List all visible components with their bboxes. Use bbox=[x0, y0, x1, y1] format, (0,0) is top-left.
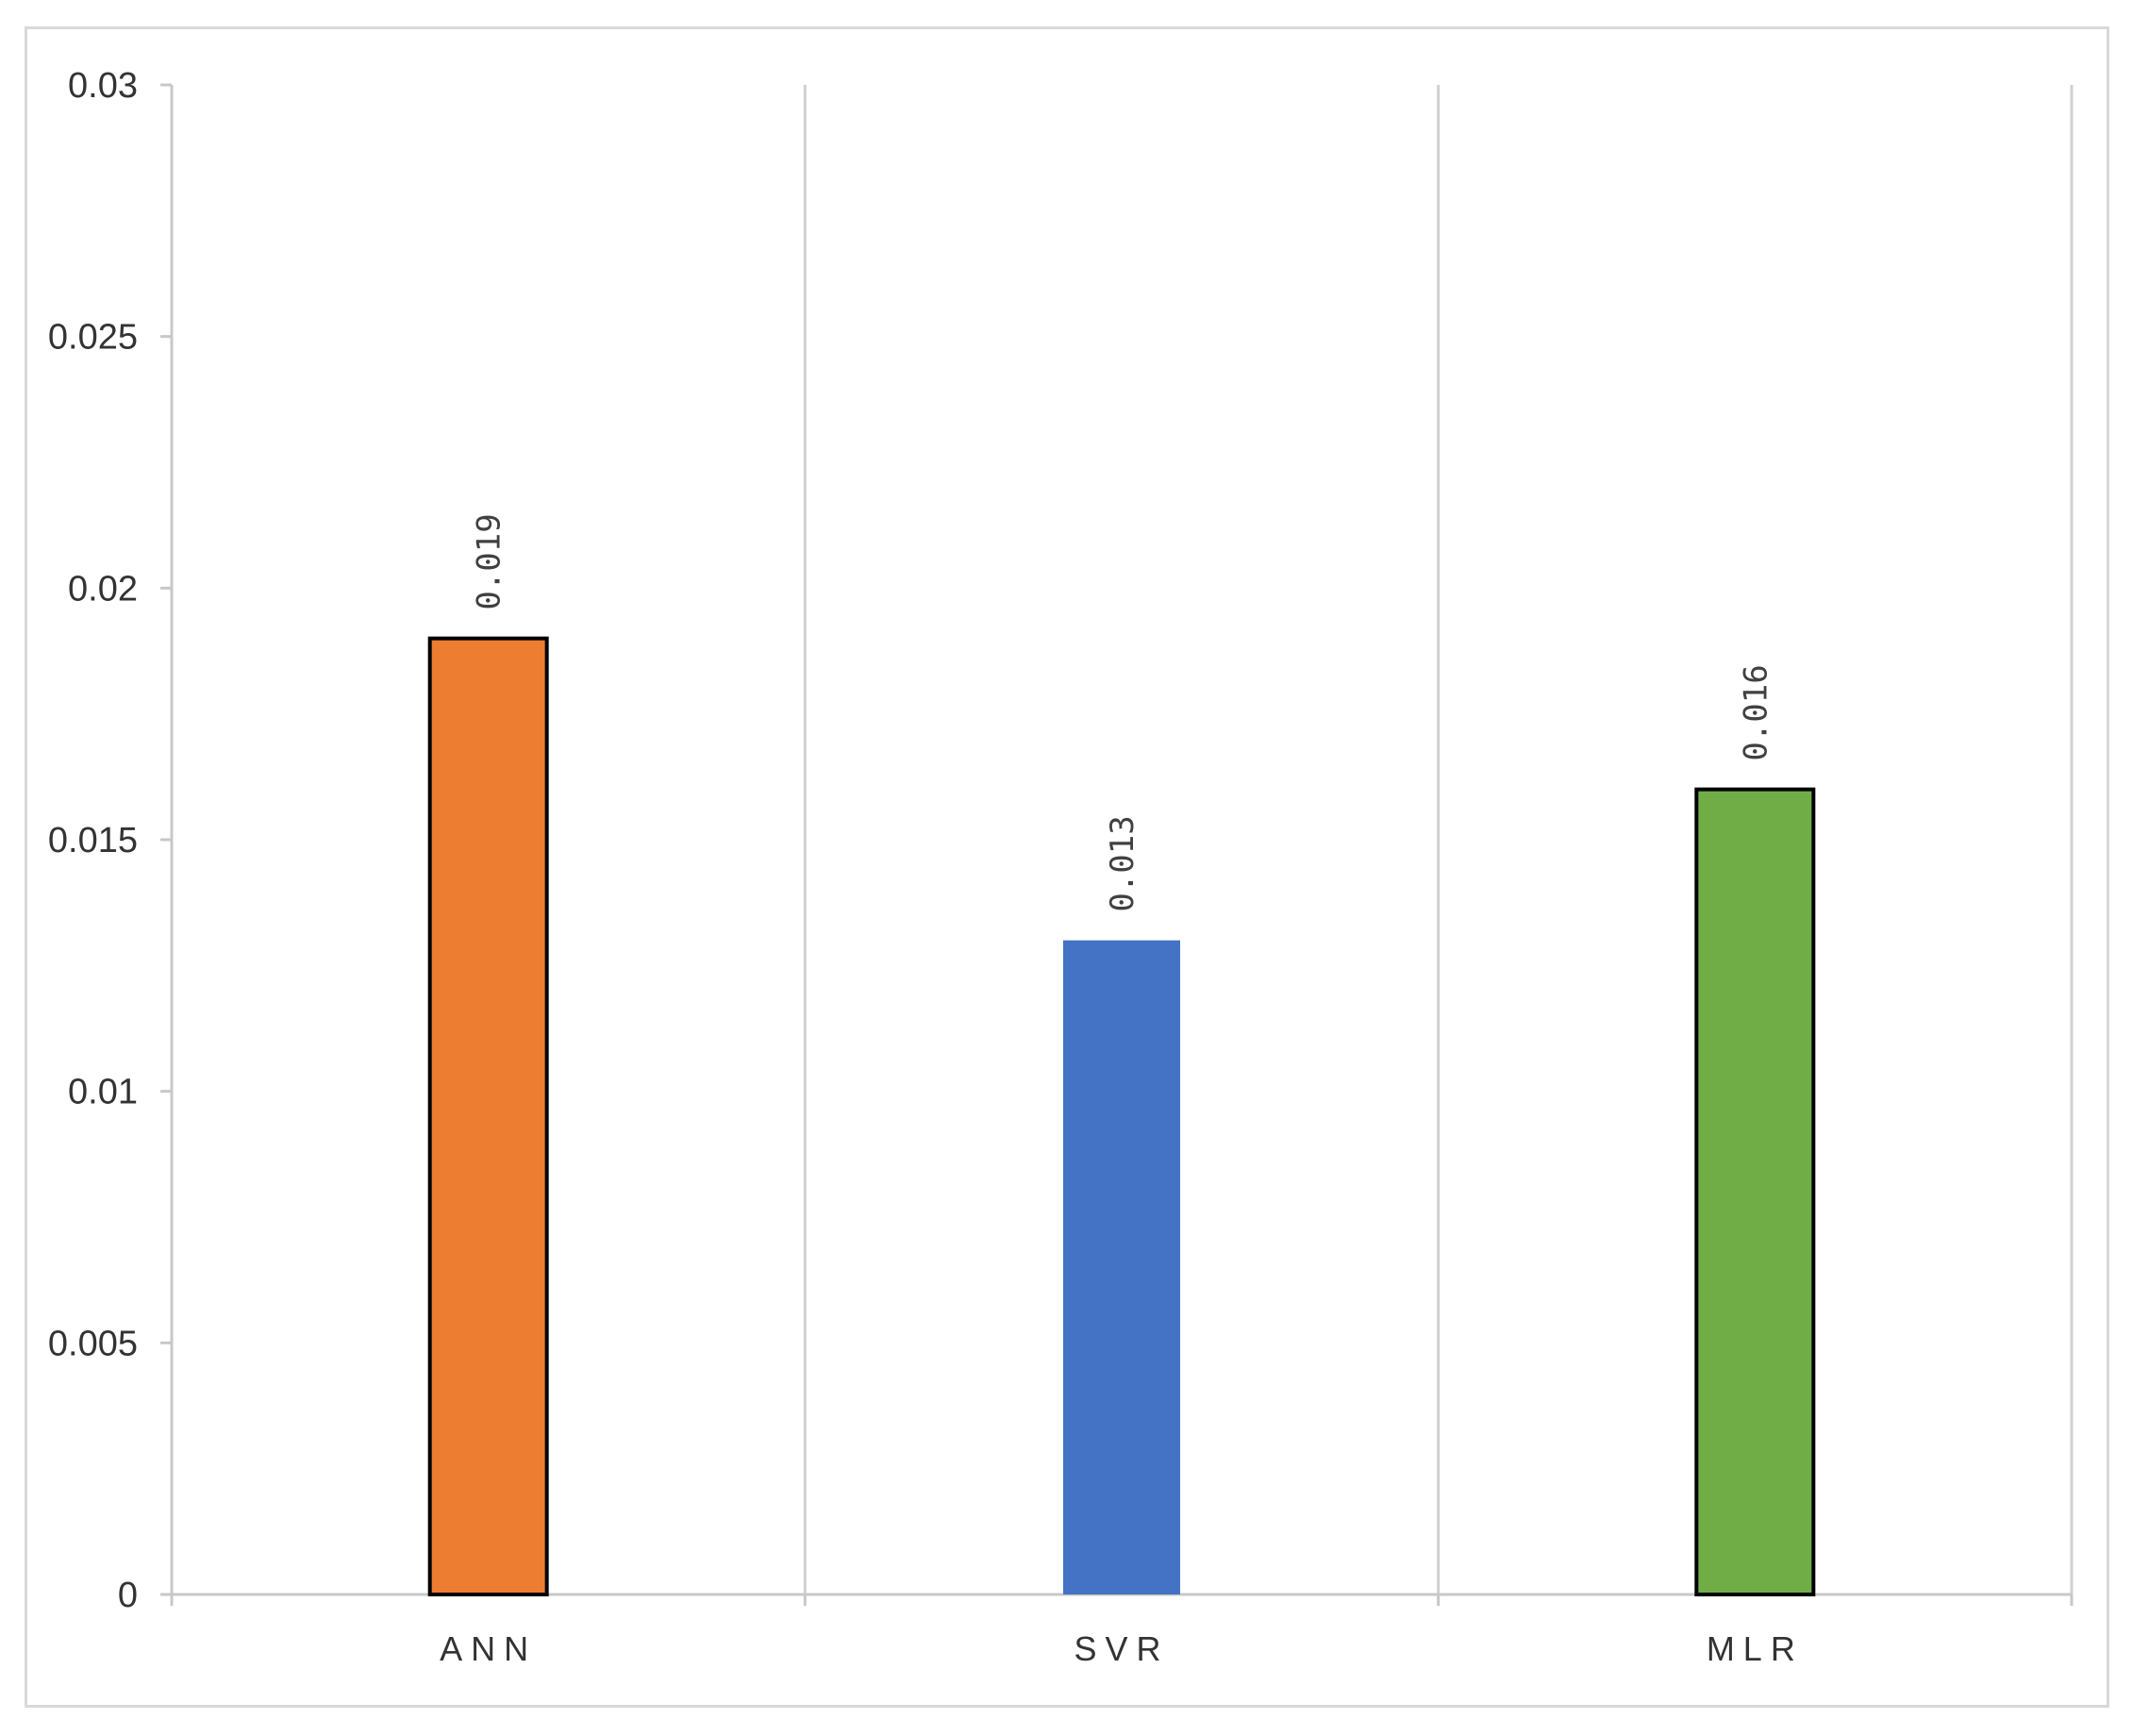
category-label-ann: ANN bbox=[440, 1629, 537, 1668]
grid-lines bbox=[803, 85, 2074, 1594]
bars bbox=[427, 636, 1816, 1596]
y-axis-ticks: 0 0.005 0.01 0.015 0.02 0.025 0.03 bbox=[48, 66, 172, 1615]
y-tick-label: 0.015 bbox=[48, 821, 138, 860]
category-label-svr: SVR bbox=[1074, 1629, 1169, 1668]
y-tick-label: 0.01 bbox=[68, 1073, 138, 1112]
data-labels: 0.019 0.013 0.016 bbox=[471, 513, 1775, 911]
category-label-mlr: MLR bbox=[1707, 1629, 1804, 1668]
bar-mlr bbox=[1694, 787, 1816, 1596]
y-tick-label: 0.03 bbox=[68, 66, 138, 106]
bar-ann bbox=[427, 636, 549, 1596]
y-tick-label: 0.025 bbox=[48, 318, 138, 358]
data-label-svr: 0.013 bbox=[1104, 815, 1141, 911]
x-axis-categories: ANN SVR MLR bbox=[440, 1629, 1804, 1668]
data-label-mlr: 0.016 bbox=[1737, 664, 1774, 760]
y-tick-label: 0.005 bbox=[48, 1324, 138, 1363]
y-tick-label: 0 bbox=[118, 1576, 138, 1615]
bar-svr bbox=[1063, 940, 1180, 1594]
data-label-ann: 0.019 bbox=[471, 513, 508, 609]
y-tick-label: 0.02 bbox=[68, 569, 138, 609]
